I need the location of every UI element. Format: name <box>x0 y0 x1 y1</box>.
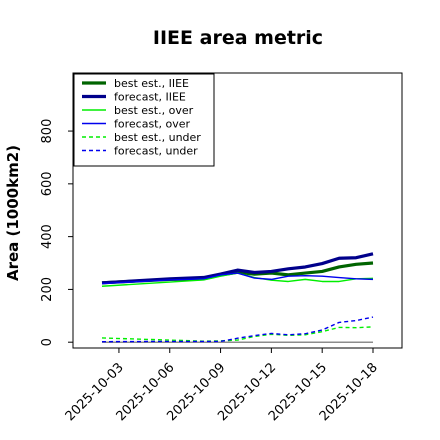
series-line <box>101 316 374 343</box>
y-tick-label: 800 <box>40 119 55 144</box>
y-axis-label: Area (1000km2) <box>4 145 22 281</box>
y-tick-label: 0 <box>40 338 55 346</box>
legend-label: forecast, IIEE <box>114 91 186 104</box>
plot-frame <box>72 72 403 349</box>
y-tick-label: 600 <box>40 171 55 196</box>
series-line <box>101 272 374 287</box>
legend-label: best est., IIEE <box>114 77 189 90</box>
y-tick-label: 400 <box>40 224 55 249</box>
legend-label: forecast, over <box>114 118 190 131</box>
series-line <box>101 326 374 342</box>
legend-label: best est., over <box>114 104 194 117</box>
series-line <box>101 252 374 285</box>
chart-title: IIEE area metric <box>153 27 323 49</box>
legend-label: forecast, under <box>114 145 198 158</box>
series-line <box>101 272 374 285</box>
y-tick-label: 200 <box>40 277 55 302</box>
legend-label: best est., under <box>114 131 201 144</box>
